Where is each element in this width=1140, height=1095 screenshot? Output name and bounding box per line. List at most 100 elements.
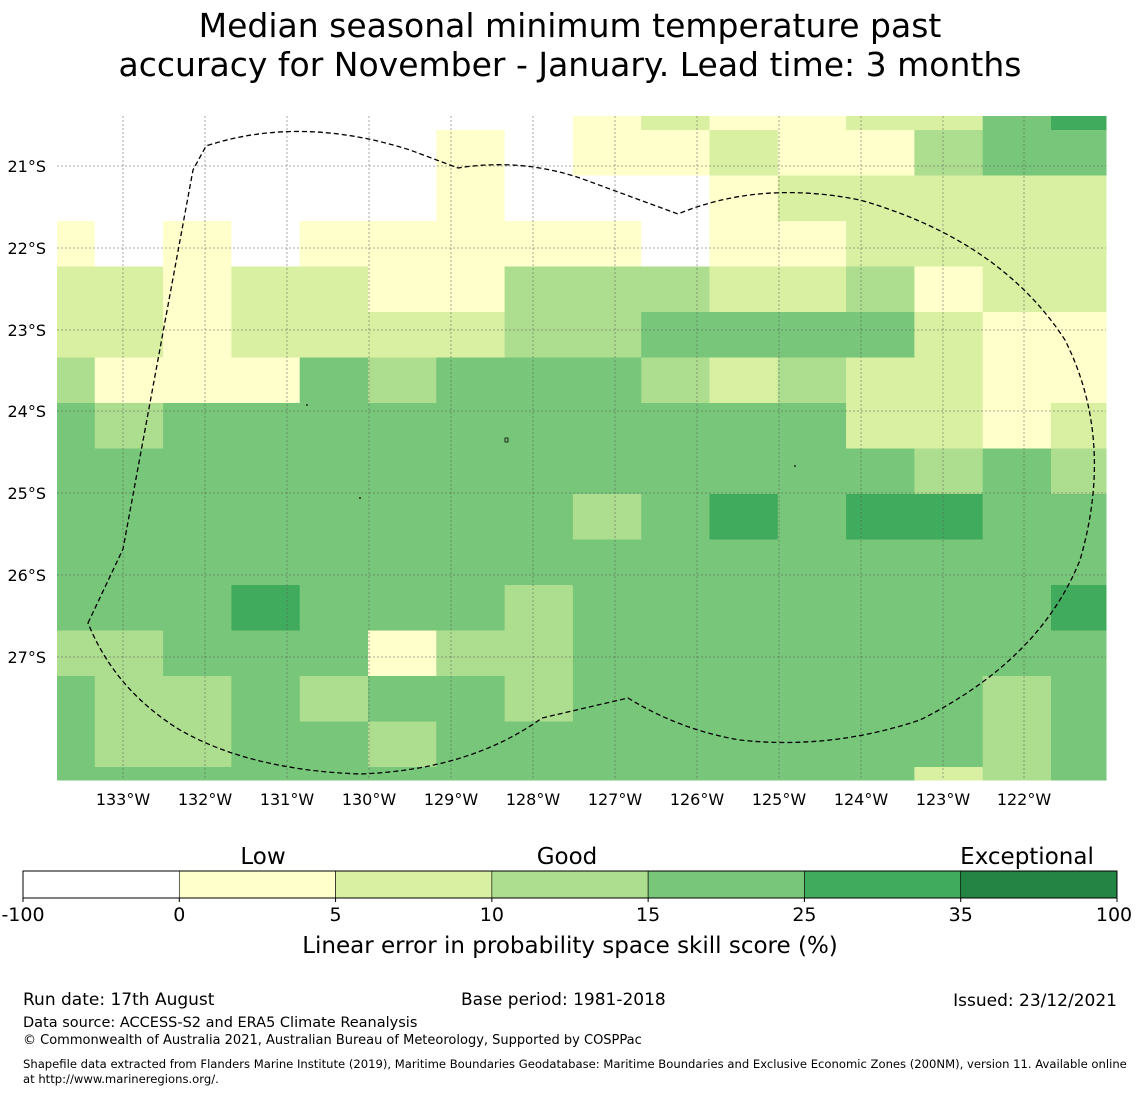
colorbar-tick-label: 5 — [330, 904, 342, 926]
grid-cell — [163, 767, 232, 781]
grid-cell — [231, 676, 301, 722]
data-source: Data source: ACCESS-S2 and ERA5 Climate … — [23, 1015, 418, 1031]
grid-cell — [641, 539, 710, 586]
grid-cell — [709, 721, 779, 768]
longitude-label: 122°W — [997, 790, 1052, 809]
grid-cell — [436, 221, 506, 267]
grid-cell — [94, 448, 164, 495]
grid-cell — [436, 175, 506, 222]
grid-cell — [572, 312, 642, 358]
grid-cell — [299, 312, 369, 358]
grid-cell — [368, 630, 437, 677]
title-line-2: accuracy for November - January. Lead ti… — [118, 45, 1022, 84]
title-line-1: Median seasonal minimum temperature past — [198, 6, 942, 45]
grid-cell — [572, 221, 642, 267]
grid-cell — [709, 312, 779, 358]
grid-cell — [299, 494, 369, 540]
grid-cell — [368, 539, 437, 586]
grid-cell — [709, 539, 779, 586]
grid-cell — [163, 721, 232, 768]
grid-cell — [1051, 266, 1107, 313]
colorbar-bins — [22, 870, 1118, 899]
grid-cell — [436, 494, 506, 540]
grid-cell — [94, 539, 164, 586]
grid-cell — [982, 721, 1052, 768]
latitude-label: 23°S — [7, 321, 46, 340]
grid-cell — [368, 312, 437, 358]
colorbar-tick-label: 100 — [1096, 904, 1132, 926]
grid-cell — [436, 130, 506, 176]
grid-cell — [231, 130, 301, 176]
grid-cell — [368, 175, 437, 222]
grid-cell — [846, 676, 915, 722]
grid-cell — [1051, 116, 1107, 131]
chart-title: Median seasonal minimum temperature past… — [0, 6, 1140, 84]
grid-cell — [436, 266, 506, 313]
grid-cell — [436, 630, 506, 677]
grid-cell — [1051, 403, 1107, 449]
grid-cell — [777, 116, 847, 131]
colorbar-bin — [22, 870, 180, 899]
grid-cell — [982, 585, 1052, 631]
grid-cell — [94, 403, 164, 449]
grid-cell — [846, 494, 915, 540]
grid-cell — [94, 630, 164, 677]
grid-cell — [504, 721, 574, 768]
grid-cell — [94, 585, 164, 631]
colorbar-bin — [335, 870, 493, 899]
grid-cell — [57, 494, 96, 540]
grid-cell — [914, 116, 984, 131]
grid-cell — [641, 403, 710, 449]
grid-cell — [641, 721, 710, 768]
grid-cell — [709, 767, 779, 781]
grid-cell — [94, 266, 164, 313]
grid-cell — [777, 175, 847, 222]
grid-cell — [777, 539, 847, 586]
grid-cell — [846, 448, 915, 495]
grid-cell — [777, 266, 847, 313]
grid-cell — [914, 312, 984, 358]
grid-cell — [436, 767, 506, 781]
colorbar: Low Good Exceptional -100 0 5 10 15 25 35 100 L… — [1, 844, 1132, 959]
grid-cell — [1051, 630, 1107, 677]
grid-cell — [982, 539, 1052, 586]
latitude-label: 25°S — [7, 484, 46, 503]
grid-cell — [846, 221, 915, 267]
grid-cell — [914, 221, 984, 267]
latitude-labels: 21°S 22°S 23°S 24°S 25°S 26°S 27°S — [7, 157, 46, 667]
grid-cell — [436, 312, 506, 358]
grid-cell — [777, 585, 847, 631]
grid-cell — [709, 676, 779, 722]
grid-cell — [504, 357, 574, 404]
grid-cell — [436, 539, 506, 586]
colorbar-tick-label: 15 — [636, 904, 660, 926]
grid-cell — [914, 448, 984, 495]
grid-cell — [504, 676, 574, 722]
grid-cell — [299, 448, 369, 495]
grid-cell — [914, 266, 984, 313]
grid-cell — [163, 676, 232, 722]
grid-cell — [914, 494, 984, 540]
grid-cell — [163, 630, 232, 677]
grid-cell — [1051, 767, 1107, 781]
grid-cell — [641, 175, 710, 222]
grid-cell — [1051, 676, 1107, 722]
grid-cell — [641, 585, 710, 631]
grid-cells — [57, 116, 1107, 781]
grid-cell — [231, 403, 301, 449]
grid-cell — [641, 767, 710, 781]
grid-cell — [231, 116, 301, 131]
longitude-label: 128°W — [506, 790, 561, 809]
grid-cell — [777, 221, 847, 267]
grid-cell — [846, 312, 915, 358]
grid-cell — [982, 767, 1052, 781]
grid-cell — [94, 130, 164, 176]
shapefile-credit: Shapefile data extracted from Flanders M… — [23, 1057, 1127, 1086]
grid-cell — [641, 116, 710, 131]
grid-cell — [299, 630, 369, 677]
grid-cell — [572, 630, 642, 677]
colorbar-ticks: -100 0 5 10 15 25 35 100 — [1, 898, 1132, 926]
grid-cell — [572, 403, 642, 449]
grid-cell — [572, 130, 642, 176]
grid-cell — [572, 539, 642, 586]
